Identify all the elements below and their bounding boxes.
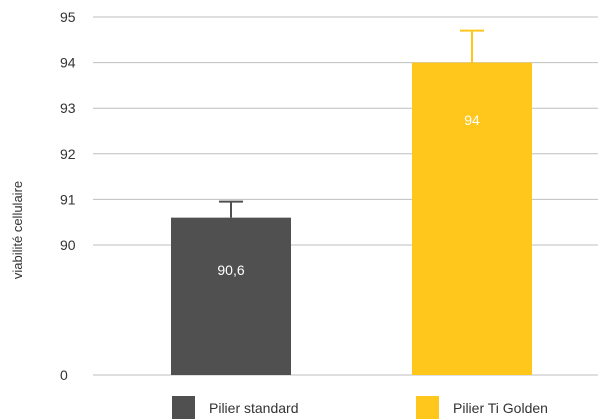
y-tick-label: 92: [60, 146, 76, 162]
y-axis-title: viabilité cellulaire: [10, 181, 25, 279]
bar: [412, 62, 532, 375]
y-tick-label: 90: [60, 237, 76, 253]
bars: [171, 62, 532, 375]
legend-item: Pilier Ti Golden: [416, 396, 548, 419]
legend-label: Pilier Ti Golden: [453, 400, 548, 416]
legend-swatch: [172, 396, 195, 419]
bar-value-label: 94: [464, 112, 480, 128]
y-tick-label: 95: [60, 9, 76, 25]
bar-value-label: 90,6: [217, 262, 244, 278]
error-bar: [460, 29, 484, 63]
error-bar: [219, 200, 243, 218]
y-tick-label: 91: [60, 191, 76, 207]
legend-label: Pilier standard: [209, 400, 299, 416]
value-labels: 90,6 94: [217, 112, 480, 278]
error-bars: [219, 29, 484, 218]
y-tick-label: 0: [60, 367, 68, 383]
legend: Pilier standard Pilier Ti Golden: [172, 396, 548, 419]
y-tick-label: 93: [60, 100, 76, 116]
bar: [171, 217, 291, 375]
y-tick-labels: 0 90 91 92 93 94 95: [60, 9, 76, 383]
legend-swatch: [416, 396, 439, 419]
y-tick-label: 94: [60, 55, 76, 71]
legend-item: Pilier standard: [172, 396, 299, 419]
